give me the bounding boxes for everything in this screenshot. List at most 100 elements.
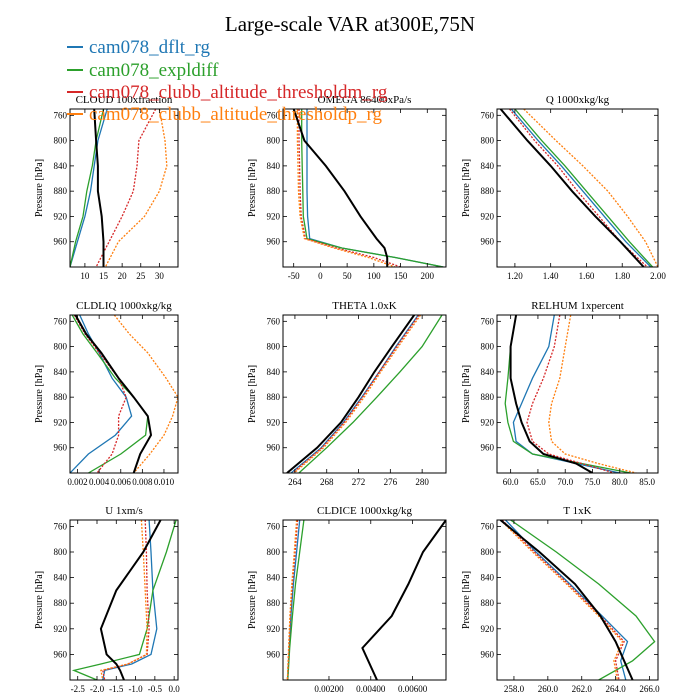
y-tick-label: 800 bbox=[481, 136, 495, 146]
y-tick-label: 920 bbox=[267, 624, 281, 634]
plot-frame bbox=[69, 108, 179, 268]
panel-title: OMEGA 86400xPa/s bbox=[318, 94, 412, 106]
x-tick-label: 0.00600 bbox=[398, 684, 428, 694]
x-tick-label: 25 bbox=[136, 271, 146, 281]
x-tick-label: 100 bbox=[367, 271, 381, 281]
x-tick-label: 1.60 bbox=[579, 271, 595, 281]
series-group bbox=[286, 315, 443, 473]
y-tick-label: 840 bbox=[481, 367, 495, 377]
y-tick-label: 760 bbox=[267, 110, 281, 120]
series-line-cam078_clubb_altitude_thresholdm_rg bbox=[298, 109, 401, 267]
x-tick-label: 0 bbox=[318, 271, 323, 281]
y-tick-label: 760 bbox=[481, 521, 495, 531]
x-tick-label: 0.00400 bbox=[356, 684, 386, 694]
y-axis-label: Pressure [hPa] bbox=[34, 159, 45, 217]
x-tick-label: 264 bbox=[288, 477, 302, 487]
y-axis-label: Pressure [hPa] bbox=[34, 571, 45, 629]
y-tick-label: 880 bbox=[481, 392, 495, 402]
series-line-cam078_clubb_altitude_thresholdp_rg bbox=[104, 109, 168, 267]
series-line-cam078_dflt_rg bbox=[306, 109, 444, 267]
series-line-black bbox=[509, 315, 594, 473]
y-tick-label: 800 bbox=[481, 342, 495, 352]
x-tick-label: -0.5 bbox=[148, 684, 163, 694]
series-line-cam078_expldiff bbox=[71, 520, 177, 680]
y-tick-label: 800 bbox=[267, 547, 281, 557]
panel-7: U 1xm/s Pressure [hPa] 760 800 840 880 920 960 -… bbox=[34, 505, 180, 694]
series-line-cam078_clubb_altitude_thresholdm_rg bbox=[95, 109, 157, 267]
y-tick-label: 800 bbox=[267, 342, 281, 352]
x-tick-label: 276 bbox=[384, 477, 398, 487]
y-axis-label: Pressure [hPa] bbox=[461, 571, 472, 629]
y-tick-label: 760 bbox=[54, 521, 68, 531]
series-line-cam078_dflt_rg bbox=[70, 109, 108, 267]
series-line-cam078_expldiff bbox=[71, 315, 149, 473]
series-line-cam078_clubb_altitude_thresholdm_rg bbox=[292, 315, 420, 473]
x-tick-label: 280 bbox=[415, 477, 429, 487]
x-tick-label: 0.002 bbox=[67, 477, 87, 487]
series-line-cam078_clubb_altitude_thresholdp_rg bbox=[113, 315, 178, 473]
y-tick-label: 880 bbox=[54, 186, 68, 196]
y-tick-label: 960 bbox=[481, 649, 495, 659]
plot-frame bbox=[69, 314, 179, 474]
y-tick-label: 880 bbox=[54, 598, 68, 608]
y-tick-label: 960 bbox=[54, 649, 68, 659]
y-axis-label: Pressure [hPa] bbox=[34, 365, 45, 423]
legend-item: cam078_dflt_rg bbox=[67, 37, 211, 58]
panel-title: CLOUD 100xfraction bbox=[76, 94, 173, 106]
x-tick-label: 0.004 bbox=[89, 477, 110, 487]
x-tick-label: -50 bbox=[288, 271, 300, 281]
x-tick-label: -2.0 bbox=[90, 684, 105, 694]
series-line-cam078_clubb_altitude_thresholdp_rg bbox=[286, 520, 298, 680]
series-line-black bbox=[99, 520, 162, 680]
x-tick-label: 60.0 bbox=[503, 477, 519, 487]
y-tick-label: 960 bbox=[54, 443, 68, 453]
series-group bbox=[286, 520, 446, 680]
plot-frame bbox=[496, 314, 659, 474]
x-tick-label: 10 bbox=[80, 271, 90, 281]
x-tick-label: 15 bbox=[99, 271, 109, 281]
x-tick-label: 20 bbox=[118, 271, 128, 281]
x-tick-label: 260.0 bbox=[538, 684, 559, 694]
plot-frame bbox=[282, 519, 447, 681]
y-tick-label: 920 bbox=[481, 417, 495, 427]
panel-title: THETA 1.0xK bbox=[332, 300, 397, 312]
x-tick-label: 258.0 bbox=[504, 684, 525, 694]
x-tick-label: 150 bbox=[394, 271, 408, 281]
y-tick-label: 840 bbox=[481, 573, 495, 583]
x-tick-label: 272 bbox=[352, 477, 366, 487]
legend: cam078_dflt_rg cam078_expldiff cam078_cl… bbox=[67, 37, 388, 125]
plot-frame bbox=[496, 108, 659, 268]
series-line-cam078_expldiff bbox=[504, 315, 631, 473]
series-group bbox=[70, 315, 178, 473]
y-tick-label: 760 bbox=[267, 316, 281, 326]
series-line-cam078_dflt_rg bbox=[510, 109, 652, 267]
panel-4: CLDLIQ 1000xkg/kg Pressure [hPa] 760 800 840… bbox=[34, 300, 179, 487]
y-tick-label: 760 bbox=[481, 316, 495, 326]
y-tick-label: 880 bbox=[267, 392, 281, 402]
x-tick-label: 1.20 bbox=[507, 271, 523, 281]
panel-title: CLDLIQ 1000xkg/kg bbox=[76, 300, 172, 312]
x-tick-label: 1.40 bbox=[543, 271, 559, 281]
x-tick-label: 264.0 bbox=[606, 684, 627, 694]
series-group bbox=[504, 315, 637, 473]
y-tick-label: 920 bbox=[267, 417, 281, 427]
series-group bbox=[71, 520, 177, 680]
series-line-cam078_clubb_altitude_thresholdm_rg bbox=[501, 520, 625, 680]
series-line-cam078_clubb_altitude_thresholdm_rg bbox=[73, 315, 127, 473]
y-tick-label: 840 bbox=[54, 161, 68, 171]
plot-frame bbox=[282, 108, 447, 268]
panel-title: U 1xm/s bbox=[105, 505, 143, 517]
y-tick-label: 840 bbox=[267, 367, 281, 377]
y-tick-label: 840 bbox=[54, 573, 68, 583]
series-line-cam078_dflt_rg bbox=[290, 315, 419, 473]
panel-2: OMEGA 86400xPa/s Pressure [hPa] 760 800 840 8… bbox=[247, 94, 447, 281]
series-group bbox=[292, 109, 444, 267]
y-tick-label: 880 bbox=[267, 186, 281, 196]
legend-item: cam078_clubb_altitude_thresholdm_rg bbox=[67, 82, 388, 103]
y-axis-label: Pressure [hPa] bbox=[247, 571, 258, 629]
series-line-black bbox=[286, 315, 416, 473]
series-line-cam078_clubb_altitude_thresholdp_rg bbox=[548, 315, 637, 473]
series-line-cam078_clubb_altitude_thresholdp_rg bbox=[499, 520, 624, 680]
x-tick-label: -2.5 bbox=[71, 684, 86, 694]
y-tick-label: 960 bbox=[481, 237, 495, 247]
